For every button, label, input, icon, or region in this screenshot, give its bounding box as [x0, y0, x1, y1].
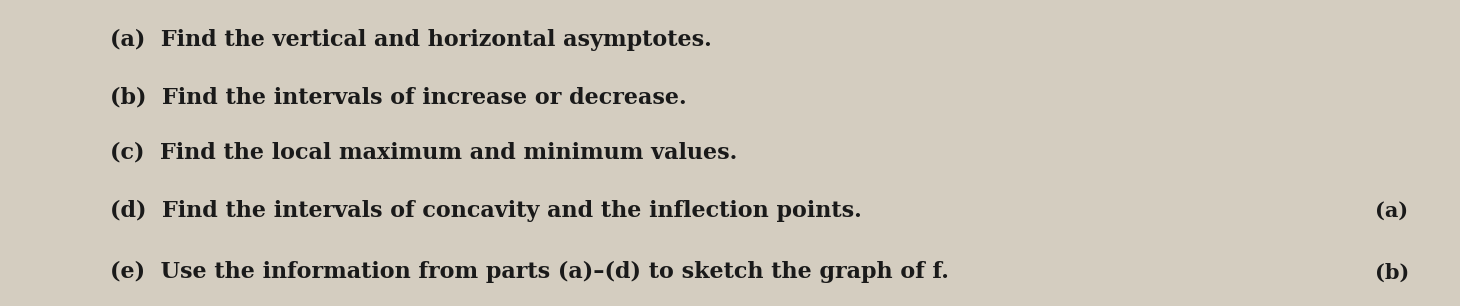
- Text: (b): (b): [1375, 262, 1409, 282]
- Text: (a): (a): [1375, 201, 1409, 221]
- Text: (a)  Find the vertical and horizontal asymptotes.: (a) Find the vertical and horizontal asy…: [110, 29, 711, 51]
- Text: (b)  Find the intervals of increase or decrease.: (b) Find the intervals of increase or de…: [110, 87, 686, 109]
- Text: (d)  Find the intervals of concavity and the inflection points.: (d) Find the intervals of concavity and …: [110, 200, 861, 222]
- Text: (e)  Use the information from parts (a)–(d) to sketch the graph of f.: (e) Use the information from parts (a)–(…: [110, 261, 949, 283]
- Text: (c)  Find the local maximum and minimum values.: (c) Find the local maximum and minimum v…: [110, 142, 737, 164]
